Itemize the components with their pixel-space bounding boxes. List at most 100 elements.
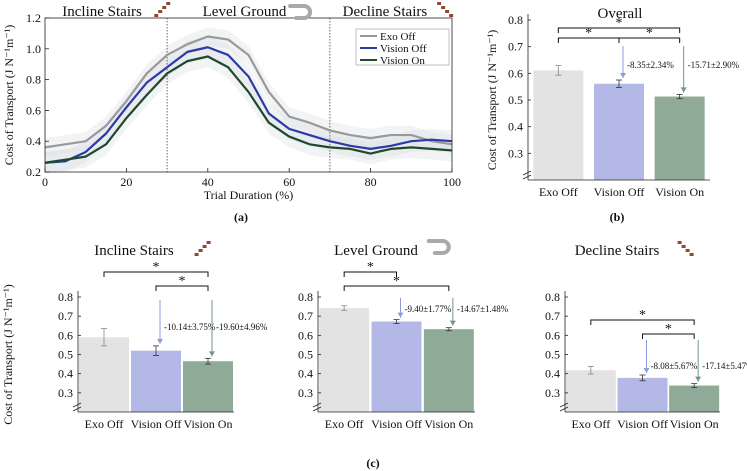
legend-label: Vision On (380, 55, 425, 67)
decline-stairs-icon-step (437, 2, 442, 5)
delta-annotation-1: -8.35±2.34% (627, 60, 674, 70)
significance-bracket (343, 285, 450, 291)
section-title-1: Level Ground (203, 4, 287, 20)
x-tick-label: Exo Off (325, 417, 364, 431)
section-title-2: Decline Stairs (343, 4, 428, 20)
x-tick-label: Exo Off (539, 185, 578, 199)
significance-star: * (665, 322, 672, 337)
x-tick-label: Vision On (655, 185, 704, 199)
chart-title: Overall (598, 6, 643, 22)
plot-frame (44, 17, 453, 173)
x-tick-label: Vision Off (617, 417, 668, 431)
bar-exo-off (319, 308, 370, 412)
y-tick-label: 0.8 (26, 73, 41, 87)
delta-annotation-2: -17.14±5.47% (702, 361, 747, 371)
x-tick-label: 20 (120, 175, 132, 189)
significance-star: * (393, 274, 400, 289)
series-line-exo-off (44, 35, 453, 149)
significance-star: * (179, 274, 186, 289)
y-tick-label: 0.3 (545, 386, 560, 400)
bar-exo-off (79, 337, 129, 412)
bar-vision-on (423, 329, 474, 412)
delta-annotation-1: -8.08±5.67% (651, 361, 698, 371)
y-tick-label: 0.7 (58, 309, 73, 323)
y-tick-label: 1.2 (26, 11, 41, 25)
level-ground-icon (288, 3, 313, 20)
x-tick-label: 0 (42, 175, 48, 189)
delta-annotation-2: -19.60±4.96% (216, 322, 268, 332)
series-line-vision-on (44, 55, 453, 164)
decline-stairs-icon (677, 241, 694, 256)
incline-stairs-icon (194, 241, 211, 256)
y-tick-label: 1.0 (26, 42, 41, 56)
axis-break (72, 402, 82, 412)
incline-stairs-icon-step (158, 10, 163, 13)
y-axis-label: Cost of Transport (J N⁻¹m⁻¹) (485, 30, 499, 171)
y-tick-label: 0.4 (508, 120, 523, 134)
axis-break (559, 402, 569, 412)
x-tick-label: 80 (365, 175, 377, 189)
decline-stairs-icon-step (689, 253, 694, 256)
bar-vision-off (371, 321, 422, 412)
y-tick-label: 0.8 (545, 290, 560, 304)
significance-star: * (639, 308, 646, 323)
significance-bracket (642, 333, 695, 339)
significance-star: * (646, 26, 653, 41)
x-axis-label: Trial Duration (%) (204, 188, 294, 202)
significance-star: * (367, 260, 374, 275)
delta-arrowhead-2 (695, 376, 702, 382)
x-tick-label: Exo Off (571, 417, 610, 431)
x-tick-label: 100 (443, 175, 461, 189)
y-tick-label: 0.5 (545, 348, 560, 362)
y-tick-label: 0.4 (26, 134, 41, 148)
level-ground-icon (426, 239, 451, 255)
significance-bracket (618, 37, 681, 43)
y-tick-label: 0.7 (508, 40, 523, 54)
significance-star: * (585, 26, 592, 41)
bar-vision-on (654, 96, 705, 180)
incline-stairs-icon-step (154, 14, 159, 17)
panel-label-b: (b) (610, 210, 625, 224)
y-tick-label: 0.6 (545, 328, 560, 342)
x-tick-label: Vision On (424, 417, 473, 431)
chart-title: Incline Stairs (94, 243, 174, 259)
decline-stairs-icon-step (677, 241, 682, 244)
delta-arrowhead-2 (680, 87, 687, 93)
significance-bracket (590, 319, 695, 325)
x-tick-label: Vision On (184, 417, 233, 431)
y-tick-label: 0.7 (545, 309, 560, 323)
y-tick-label: 0.3 (298, 386, 313, 400)
incline-stairs-icon-step (194, 253, 199, 256)
y-tick-label: 0.6 (26, 103, 41, 117)
panel-c-level-ground-bar-chart: Level Ground Exo Off Vision Off Vision On 0.… (298, 239, 509, 431)
decline-stairs-icon-step (445, 10, 450, 13)
panel-label-a: (a) (234, 210, 248, 224)
series-band-0 (45, 27, 452, 157)
x-tick-label: Vision Off (131, 417, 182, 431)
y-tick-label: 0.3 (58, 386, 73, 400)
panel-label-c: (c) (366, 456, 379, 470)
bar-exo-off (533, 70, 584, 180)
incline-stairs-icon-step (166, 2, 171, 5)
delta-arrowhead-1 (643, 368, 650, 374)
x-tick-label: Vision Off (371, 417, 422, 431)
panel-a-line-chart: 0 20 40 60 80 100 0.2 0.4 0.6 0.8 1.0 1.2 Trial Dura… (2, 2, 461, 202)
incline-stairs-icon (154, 2, 171, 17)
chart-title: Level Ground (334, 243, 418, 259)
delta-arrowhead-2 (209, 351, 215, 357)
significance-bracket (343, 271, 397, 277)
delta-annotation-2: -14.67±1.48% (457, 304, 509, 314)
delta-annotation-2: -15.71±2.90% (688, 60, 740, 70)
legend-label: Vision Off (380, 43, 427, 55)
y-tick-label: 0.6 (508, 66, 523, 80)
y-tick-label: 0.5 (508, 93, 523, 107)
significance-bracket (103, 271, 209, 277)
delta-annotation-1: -9.40±1.77% (405, 304, 452, 314)
y-tick-label: 0.6 (58, 328, 73, 342)
axis-break (522, 170, 532, 180)
delta-arrowhead-1 (620, 73, 626, 78)
chart-title: Decline Stairs (575, 243, 660, 259)
decline-stairs-icon-step (681, 245, 686, 248)
